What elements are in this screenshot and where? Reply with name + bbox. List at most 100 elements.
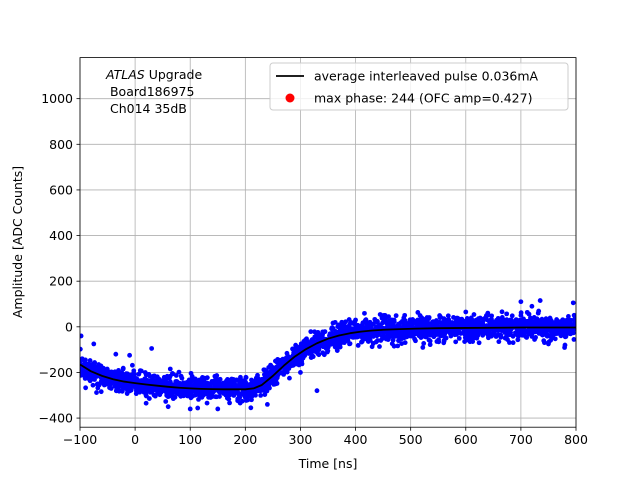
scatter-point [210,389,216,395]
scatter-point [176,369,182,375]
scatter-point [434,339,440,344]
scatter-point [439,328,445,333]
scatter-point [245,383,251,389]
annotation-line-1: ATLAS Upgrade [105,67,202,82]
scatter-point [546,318,552,324]
scatter-point [262,392,268,398]
scatter-point [170,382,176,388]
scatter-point [243,375,249,380]
scatter-point [355,343,361,348]
scatter-point [513,317,519,322]
scatter-point [360,334,365,340]
scatter-point [128,377,134,382]
scatter-point [201,390,207,396]
scatter-point [466,334,472,340]
scatter-point [204,375,210,381]
scatter-point [232,382,238,387]
scatter-point [235,396,241,402]
scatter-point [489,333,494,339]
scatter-point [495,315,501,321]
scatter-point [571,337,576,342]
scatter-point [295,355,301,361]
legend-red-dot-marker [285,93,295,103]
scatter-point [382,316,388,322]
scatter-point [214,373,220,378]
legend-entry-max-phase: max phase: 244 (OFC amp=0.427) [314,91,532,106]
scatter-point [377,312,383,317]
scatter-point [418,323,424,329]
scatter-point [235,378,241,384]
y-tick-label: 600 [49,182,73,197]
scatter-point [82,376,88,381]
scatter-point [365,320,371,326]
scatter-point [199,394,205,400]
x-tick-label: 0 [131,432,139,447]
scatter-point [345,337,351,343]
y-axis: −400 −200 0 200 400 600 800 1000 [39,91,80,426]
scatter-point [377,322,383,328]
scatter-point [116,374,122,380]
scatter-point [187,380,193,386]
x-axis-label: Time [ns] [298,456,358,471]
scatter-point [471,312,477,317]
scatter-point [510,340,516,346]
scatter-point [518,313,524,318]
scatter-point [294,345,300,351]
x-tick-label: 600 [454,432,478,447]
scatter-point [275,357,281,362]
scatter-point [421,329,427,335]
scatter-point [393,313,399,319]
scatter-point [217,394,222,399]
y-tick-label: 200 [49,274,73,289]
scatter-point [263,368,269,374]
scatter-point [249,377,254,383]
scatter-point [504,311,510,317]
scatter-point [279,361,285,366]
scatter-point [254,388,260,393]
scatter-point [177,380,182,386]
scatter-point [298,370,303,375]
scatter-point [309,339,315,345]
scatter-point [151,373,156,379]
scatter-point [337,325,343,331]
annotation-board: Board186975 [106,84,194,99]
scatter-point [238,391,243,397]
scatter-point [464,316,470,321]
scatter-point [325,344,331,350]
scatter-point [355,334,361,340]
scatter-point [437,315,443,321]
scatter-point [193,380,199,386]
scatter-point [123,372,129,378]
scatter-point [437,319,443,325]
scatter-point [459,322,465,328]
scatter-point [127,352,132,358]
scatter-point [472,322,478,328]
scatter-point [417,319,422,325]
scatter-point [337,344,343,350]
scatter-point [448,329,454,335]
annotation-atlas: ATLAS [105,67,145,82]
scatter-point [365,335,371,341]
scatter-point [431,332,437,337]
scatter-point [120,365,126,371]
y-tick-label: 800 [49,137,73,152]
scatter-point [467,328,472,334]
scatter-point [387,331,393,337]
scatter-point [359,324,365,330]
scatter-point [308,355,314,360]
scatter-point [147,389,153,395]
scatter-point [284,350,290,356]
x-tick-label: 800 [564,432,588,447]
scatter-point [430,319,436,325]
scatter-point [206,390,211,396]
scatter-point [80,366,85,372]
scatter-point [248,405,254,411]
x-tick-label: 300 [289,432,313,447]
scatter-point [314,388,320,394]
scatter-point [188,370,194,376]
scatter-point [552,322,558,328]
scatter-point [391,343,397,349]
scatter-point [391,317,397,323]
grid [79,57,577,428]
